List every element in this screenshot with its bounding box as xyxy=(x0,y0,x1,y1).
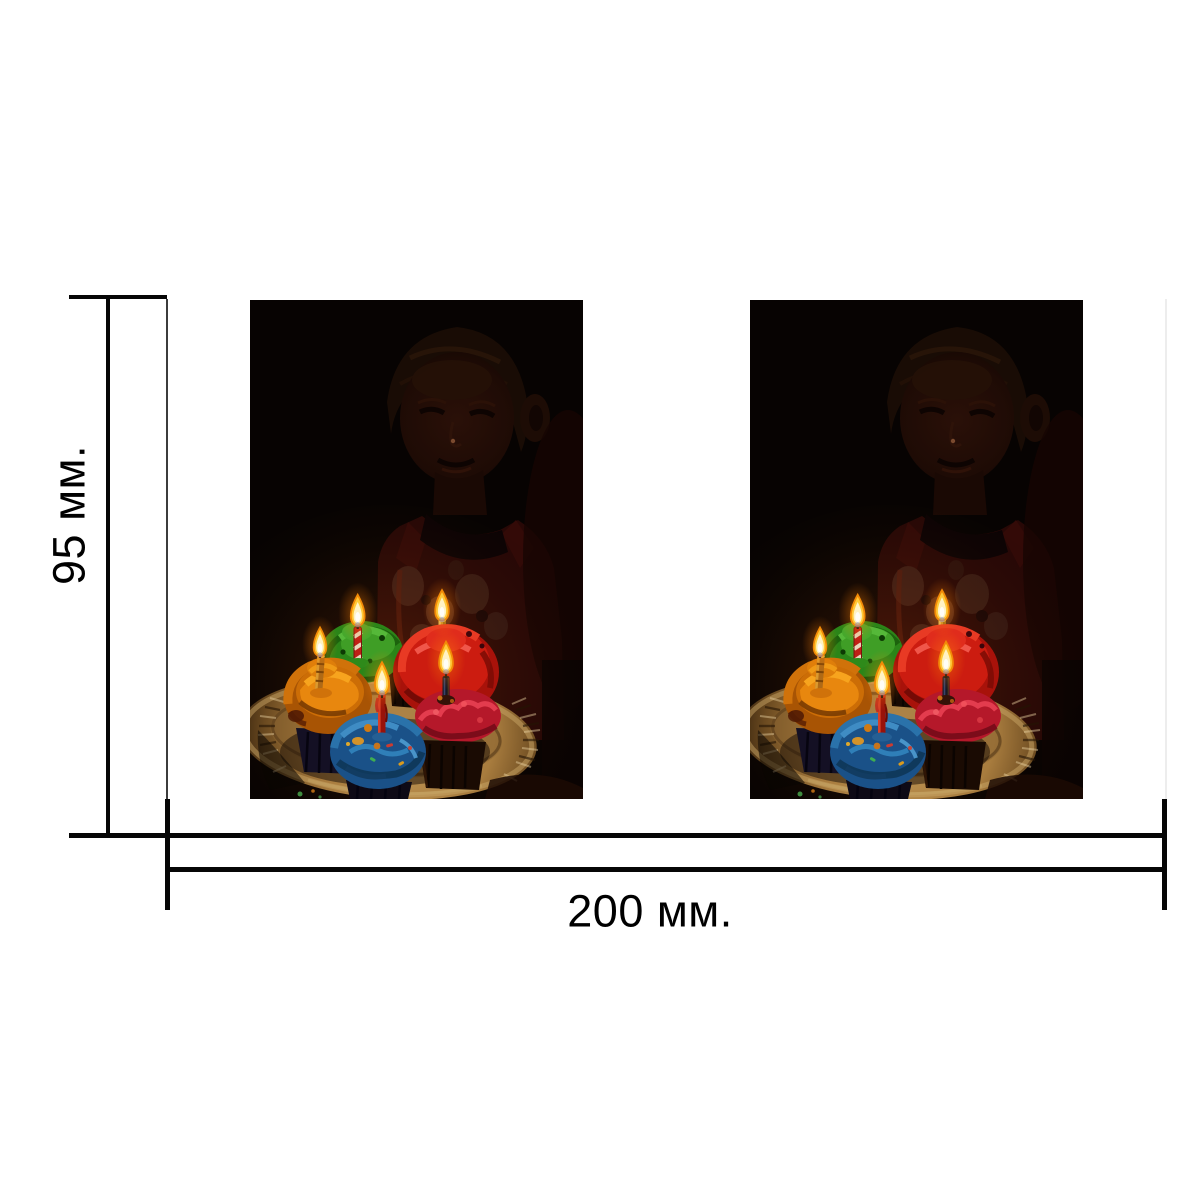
sheet-right-edge xyxy=(1165,299,1167,833)
height-dim-top-tick xyxy=(69,295,167,299)
width-dim-right-tick xyxy=(1162,799,1167,910)
width-dimension-label: 200 мм. xyxy=(567,885,733,937)
height-dimension-label: 95 мм. xyxy=(43,445,95,585)
birthday-cupcakes-photo xyxy=(750,300,1083,799)
height-dim-line xyxy=(106,295,110,838)
photo-1 xyxy=(250,300,583,799)
width-dim-line xyxy=(165,867,1167,872)
sheet-left-edge xyxy=(166,299,168,833)
width-dim-left-tick xyxy=(165,799,170,910)
birthday-cupcakes-photo xyxy=(250,300,583,799)
sheet-bottom-line xyxy=(69,833,1167,838)
photo-2 xyxy=(750,300,1083,799)
